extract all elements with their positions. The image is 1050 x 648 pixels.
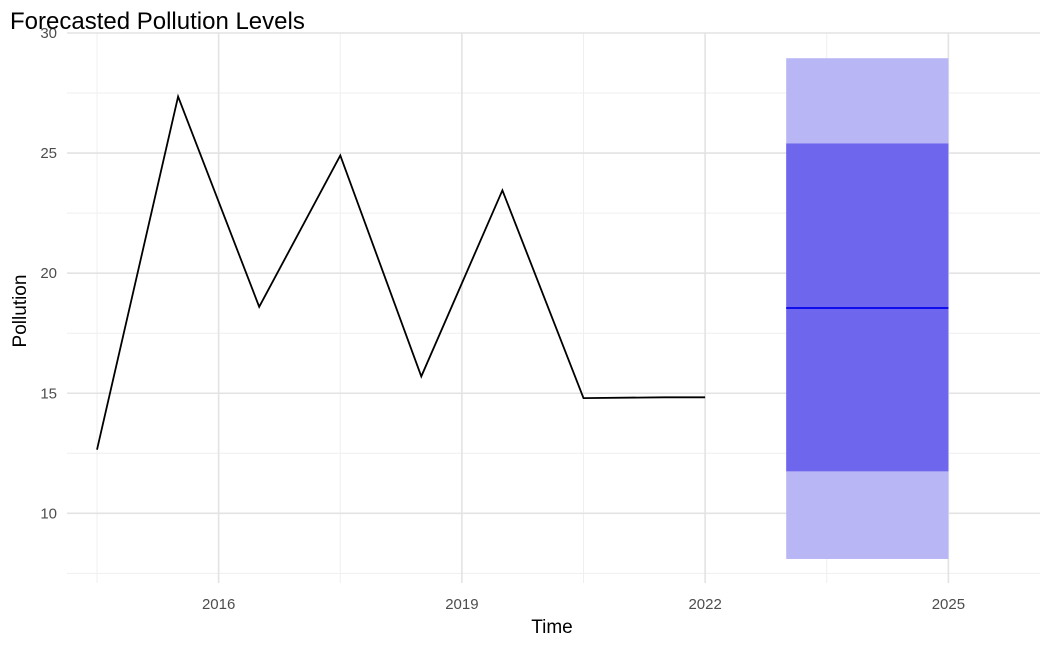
x-axis-title: Time [531, 617, 573, 638]
y-tick-label: 20 [40, 265, 57, 282]
forecast-bands [786, 58, 949, 559]
x-tick-label: 2025 [932, 596, 965, 613]
y-tick-label: 30 [40, 25, 57, 42]
series-lines [96, 93, 706, 450]
x-tick-label: 2016 [202, 596, 235, 613]
y-tick-label: 25 [40, 145, 57, 162]
y-tick-label: 10 [40, 505, 57, 522]
y-tick-label: 15 [40, 385, 57, 402]
x-tick-label: 2022 [688, 596, 721, 613]
chart-title: Forecasted Pollution Levels [10, 8, 305, 35]
x-tick-label: 2019 [445, 596, 478, 613]
series-line [96, 93, 706, 450]
y-axis-title: Pollution [10, 275, 31, 348]
